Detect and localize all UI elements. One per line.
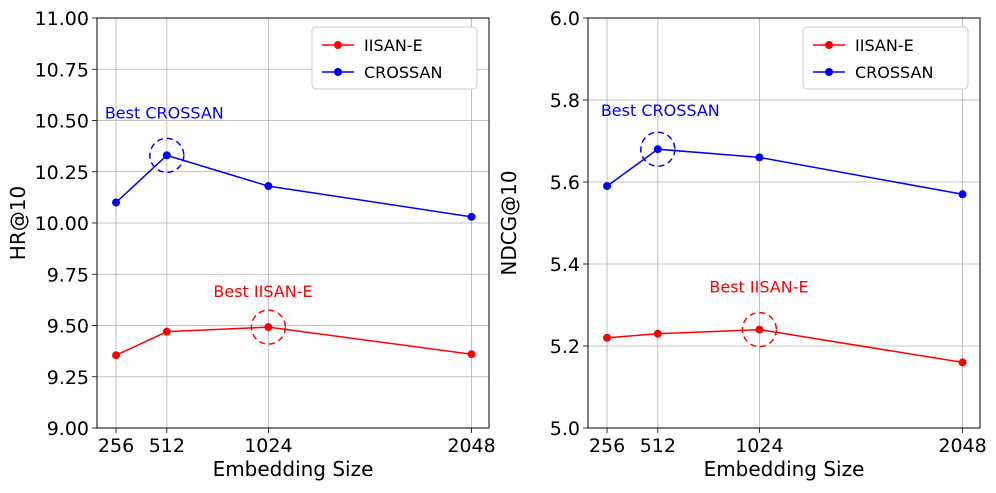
- y-tick-label: 9.75: [47, 264, 89, 286]
- data-point-crossan: [603, 182, 612, 191]
- y-tick-label: 5.2: [550, 336, 580, 358]
- data-point-iisan-e: [958, 358, 967, 367]
- plot-frame: [96, 17, 490, 429]
- y-tick-label: 10.50: [35, 111, 89, 133]
- y-axis-title: NDCG@10: [497, 170, 521, 275]
- data-point-iisan-e: [162, 327, 171, 336]
- highlight-circle: [640, 131, 676, 167]
- legend-label-iisan-e: IISAN-E: [364, 36, 423, 55]
- highlight-circle: [149, 137, 185, 174]
- x-tick-label: 1024: [244, 435, 292, 457]
- legend-label-crossan: CROSSAN: [855, 63, 933, 82]
- data-point-iisan-e: [112, 351, 121, 360]
- ndcg-chart-panel: 256 512 1024 2048 5.0 5.2 5.4 5.6 5.8 6.0 Embeddin…: [497, 8, 987, 481]
- legend-box: [802, 26, 969, 90]
- x-tick-label: 512: [149, 435, 185, 457]
- legend-marker-crossan: [825, 68, 833, 76]
- y-tick-label: 6.0: [550, 8, 580, 30]
- legend-box: [311, 26, 478, 90]
- data-point-iisan-e: [653, 329, 662, 338]
- legend-label-iisan-e: IISAN-E: [855, 36, 914, 55]
- series-line-crossan: [606, 148, 963, 196]
- data-point-crossan: [653, 145, 662, 154]
- y-tick-label: 5.0: [550, 418, 580, 440]
- y-tick-label: 10.25: [35, 162, 89, 184]
- x-tick-label: 2048: [938, 435, 986, 457]
- x-tick-label: 256: [589, 435, 625, 457]
- annotation-label: Best CROSSAN: [105, 103, 224, 122]
- y-tick-label: 5.4: [550, 254, 580, 276]
- data-point-crossan: [755, 153, 764, 162]
- data-point-crossan: [467, 212, 476, 221]
- x-axis-title: Embedding Size: [213, 457, 374, 481]
- x-axis-title: Embedding Size: [704, 457, 865, 481]
- y-tick-label: 5.6: [550, 172, 580, 194]
- legend-marker-crossan: [334, 68, 342, 76]
- y-tick-label: 10.00: [35, 213, 89, 235]
- data-point-iisan-e: [467, 350, 476, 359]
- data-point-crossan: [112, 198, 121, 207]
- annotation-label: Best IISAN-E: [709, 278, 808, 297]
- series-line-iisan-e: [115, 326, 472, 356]
- annotation-label: Best IISAN-E: [213, 282, 312, 301]
- hr-chart-panel: 256 512 1024 2048 9.00 9.25 9.50 9.75 10.00 10.25…: [6, 8, 496, 481]
- annotation-label: Best CROSSAN: [601, 101, 720, 120]
- x-tick-label: 1024: [735, 435, 783, 457]
- series-line-crossan: [115, 154, 472, 218]
- highlight-circle: [250, 309, 287, 345]
- data-point-iisan-e: [264, 323, 273, 332]
- series-line-iisan-e: [606, 328, 963, 364]
- legend-marker-iisan-e: [334, 41, 342, 49]
- y-tick-label: 9.50: [47, 316, 89, 338]
- y-tick-label: 11.00: [35, 8, 89, 30]
- data-point-iisan-e: [603, 333, 612, 342]
- data-point-iisan-e: [755, 325, 764, 334]
- data-point-crossan: [958, 190, 967, 199]
- plot-frame: [587, 17, 981, 429]
- data-point-crossan: [264, 182, 273, 191]
- highlight-circle: [741, 311, 778, 348]
- y-tick-label: 9.25: [47, 367, 89, 389]
- x-tick-label: 2048: [447, 435, 495, 457]
- y-tick-label: 9.00: [47, 418, 89, 440]
- x-tick-label: 256: [98, 435, 134, 457]
- y-axis-title: HR@10: [6, 186, 30, 260]
- y-tick-label: 10.75: [35, 59, 89, 81]
- x-tick-label: 512: [640, 435, 676, 457]
- legend-label-crossan: CROSSAN: [364, 63, 442, 82]
- data-point-crossan: [162, 151, 171, 160]
- legend-marker-iisan-e: [825, 41, 833, 49]
- y-tick-label: 5.8: [550, 90, 580, 112]
